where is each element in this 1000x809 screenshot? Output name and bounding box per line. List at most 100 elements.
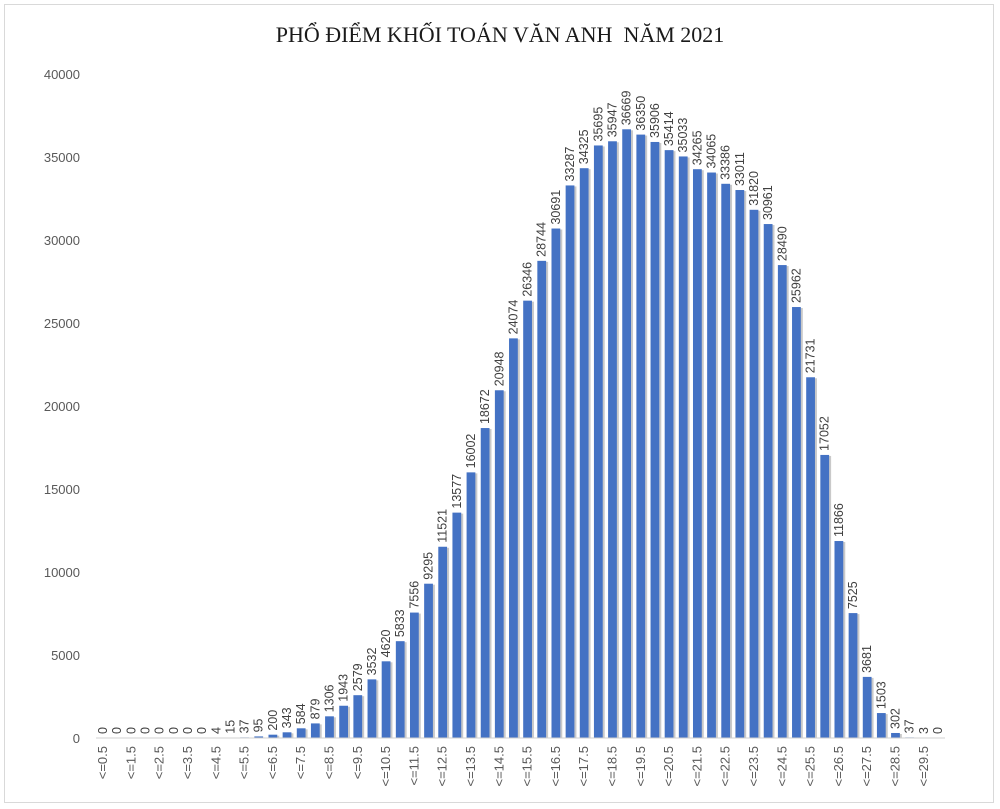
bar [551,228,561,738]
data-label: 95 [252,718,266,732]
x-tick-label: <=18.5 [604,746,619,787]
x-tick-label: <=15.5 [520,746,535,787]
data-label: 1306 [322,684,336,712]
data-label: 36350 [634,96,648,131]
bar [834,541,844,738]
bars [211,129,929,739]
bar [876,713,886,738]
bar [608,141,617,739]
y-tick-label: 10000 [44,565,80,580]
x-tick-label: <=22.5 [718,746,733,787]
y-tick-label: 20000 [44,399,80,414]
data-label: 9295 [422,552,436,580]
data-label: 7556 [407,581,421,609]
bar [381,661,391,738]
data-label: 35947 [605,102,619,137]
y-tick-label: 25000 [44,316,80,331]
bar [466,472,476,738]
bar [268,734,278,738]
bar [692,169,702,739]
x-tick-label: <=0.5 [95,746,110,779]
x-tick-label: <=8.5 [321,746,336,779]
x-tick-label: <=25.5 [803,746,818,787]
data-label: 28744 [535,222,549,257]
x-tick-label: <=28.5 [887,746,902,787]
bar [622,129,632,738]
data-label: 0 [931,727,945,734]
data-label: 34265 [690,130,704,165]
bar [664,150,674,739]
x-tick-label: <=2.5 [152,746,167,779]
x-tick-label: <=14.5 [491,746,506,787]
bar [636,134,646,739]
y-tick-label: 15000 [44,482,80,497]
x-tick-label: <=26.5 [831,746,846,787]
bar [763,224,773,739]
bar [254,736,264,738]
x-tick-label: <=13.5 [463,746,478,787]
x-tick-label: <=1.5 [123,746,138,779]
data-label: 0 [96,727,110,734]
data-label: 343 [280,707,294,728]
bar [395,641,405,738]
data-label: 34325 [577,129,591,164]
bar [891,732,900,738]
bar [339,705,349,738]
bar [509,338,518,738]
data-label: 302 [888,708,902,729]
bar [480,428,490,738]
chart-title: PHỔ ĐIỂM KHỐI TOÁN VĂN ANH NĂM 2021 [275,22,725,47]
bar [749,209,759,739]
bar [494,390,504,738]
data-label: 1503 [874,681,888,709]
data-label: 17052 [818,416,832,451]
bar [310,723,320,738]
y-tick-label: 30000 [44,233,80,248]
bar [806,377,815,738]
x-axis: <=0.5 <=1.5 <=2.5 <=3.5 <=4.5 <=5.5 <=6.5 <=7.5… [95,737,945,787]
x-tick-label: <=29.5 [916,746,931,787]
x-tick-label: <=3.5 [180,746,195,779]
bar [777,265,787,738]
data-label: 584 [294,703,308,724]
bar [650,141,660,739]
y-tick-label: 40000 [44,67,80,82]
data-label: 33011 [733,152,747,186]
bar [282,732,292,738]
x-tick-label: <=5.5 [237,746,252,779]
data-label: 31820 [747,171,761,206]
x-tick-label: <=23.5 [746,746,761,787]
bar [792,307,801,738]
x-tick-label: <=12.5 [435,746,450,787]
x-tick-label: <=17.5 [576,746,591,787]
data-label: 7525 [846,581,860,609]
data-label: 0 [124,727,138,734]
data-label: 4620 [379,629,393,657]
bar [565,185,575,739]
data-label: 35414 [662,111,676,146]
data-label: 1943 [337,674,351,702]
x-tick-label: <=16.5 [548,746,563,787]
data-label: 0 [110,727,124,734]
x-tick-label: <=20.5 [661,746,676,787]
data-label: 18672 [478,389,492,424]
data-label: 0 [167,727,181,734]
x-tick-label: <=9.5 [350,746,365,779]
data-label: 2579 [351,663,365,691]
bar [721,183,731,738]
data-label: 0 [181,727,195,734]
data-label: 30691 [549,190,563,225]
data-label: 879 [308,699,322,720]
data-label: 11521 [436,509,450,543]
bar [593,145,603,738]
data-label: 24074 [506,300,520,335]
bar [579,168,589,738]
x-tick-label: <=27.5 [859,746,874,787]
bar [367,679,377,738]
bar [537,260,547,738]
bar [735,190,745,738]
data-label: 11866 [832,503,846,537]
data-label: 36669 [620,90,634,125]
bar [452,512,462,738]
data-label: 37 [238,719,252,733]
